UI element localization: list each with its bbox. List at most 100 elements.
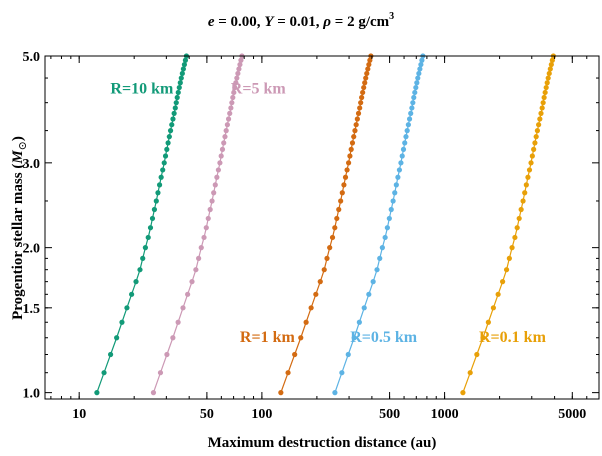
data-point bbox=[107, 351, 114, 358]
data-point bbox=[384, 225, 390, 231]
data-point bbox=[361, 84, 367, 91]
data-point bbox=[189, 279, 195, 285]
y-tick-label: 1.5 bbox=[23, 302, 41, 317]
data-point bbox=[215, 167, 221, 173]
data-point bbox=[537, 116, 543, 122]
data-point bbox=[546, 70, 552, 77]
data-point bbox=[346, 160, 352, 166]
data-point bbox=[529, 153, 535, 159]
data-point bbox=[149, 215, 156, 222]
data-point bbox=[203, 225, 209, 231]
data-point bbox=[363, 75, 369, 81]
x-tick-label: 5000 bbox=[558, 407, 586, 422]
y-tick-label: 1.0 bbox=[23, 387, 41, 402]
y-tick-label: 3.0 bbox=[23, 157, 41, 172]
data-point bbox=[410, 100, 416, 106]
data-point bbox=[176, 84, 182, 91]
data-point bbox=[147, 225, 154, 231]
data-point bbox=[327, 245, 333, 251]
data-point bbox=[101, 370, 107, 376]
series-r-0-5-km bbox=[332, 53, 426, 396]
data-point bbox=[217, 160, 223, 166]
y-axis-label: Progentior stellar mass (M⊙) bbox=[10, 136, 29, 320]
data-point bbox=[500, 279, 506, 285]
data-point bbox=[516, 215, 522, 222]
data-point bbox=[533, 134, 539, 140]
data-point bbox=[408, 110, 414, 116]
title-rho-value: = 2 g/cm bbox=[331, 14, 390, 30]
data-point bbox=[222, 134, 228, 140]
data-point bbox=[150, 390, 157, 396]
data-point bbox=[411, 94, 417, 101]
data-point bbox=[228, 105, 234, 111]
data-point bbox=[543, 84, 549, 91]
data-point bbox=[227, 110, 233, 116]
data-point bbox=[503, 267, 510, 273]
y-tick-label: 5.0 bbox=[23, 50, 41, 65]
data-point bbox=[353, 122, 359, 128]
data-point bbox=[395, 174, 401, 180]
x-tick-label: 500 bbox=[379, 407, 400, 422]
data-point bbox=[344, 167, 350, 173]
data-point bbox=[233, 80, 239, 86]
data-point bbox=[549, 57, 555, 63]
data-point bbox=[359, 94, 365, 101]
data-point bbox=[212, 182, 218, 188]
y-axis-label-sun-symbol: ⊙ bbox=[17, 141, 29, 150]
data-point bbox=[151, 206, 158, 213]
title-rho-symbol: ρ bbox=[322, 14, 331, 30]
data-point bbox=[178, 75, 184, 81]
data-point bbox=[361, 305, 367, 311]
data-point bbox=[548, 61, 554, 68]
data-point bbox=[474, 351, 480, 358]
series-r-10-km bbox=[94, 53, 190, 396]
title-rho-exponent: 3 bbox=[389, 11, 394, 22]
series-label-r-0-5-km: R=0.5 km bbox=[350, 329, 418, 346]
data-point bbox=[545, 75, 551, 81]
data-point bbox=[357, 105, 363, 111]
data-point bbox=[225, 116, 232, 122]
data-point bbox=[133, 279, 139, 285]
data-point bbox=[230, 94, 236, 101]
data-point bbox=[379, 245, 385, 251]
data-point bbox=[175, 89, 181, 96]
series-line-r-5-km bbox=[152, 55, 243, 393]
series-r-1-km bbox=[278, 53, 374, 396]
data-point bbox=[155, 190, 161, 196]
data-point bbox=[338, 198, 344, 204]
data-point bbox=[534, 128, 541, 134]
title-e-value: = 0.00, bbox=[215, 14, 265, 30]
data-point bbox=[540, 100, 546, 106]
data-point bbox=[94, 390, 100, 396]
data-point bbox=[171, 110, 177, 116]
data-point bbox=[232, 84, 238, 91]
data-point bbox=[156, 182, 163, 188]
data-point bbox=[418, 61, 424, 68]
chart-title: e = 0.00, Y = 0.01, ρ = 2 g/cm3 bbox=[208, 11, 394, 30]
data-point bbox=[358, 100, 364, 106]
data-point bbox=[179, 70, 185, 77]
y-tick-label: 2.0 bbox=[23, 242, 41, 257]
data-point bbox=[416, 70, 422, 77]
data-point bbox=[145, 234, 151, 241]
data-point bbox=[396, 167, 403, 173]
data-point bbox=[170, 116, 176, 122]
data-point bbox=[114, 335, 120, 341]
data-point bbox=[536, 122, 542, 128]
data-point bbox=[531, 146, 537, 152]
data-point bbox=[158, 174, 164, 180]
data-point bbox=[221, 140, 227, 146]
ticks-layer bbox=[45, 55, 600, 399]
data-point bbox=[345, 351, 351, 358]
data-point bbox=[467, 370, 473, 376]
data-point bbox=[169, 122, 175, 128]
data-point bbox=[352, 128, 358, 134]
data-point bbox=[406, 116, 413, 122]
data-point bbox=[367, 57, 373, 63]
data-point bbox=[528, 160, 534, 166]
series-label-r-5-km: R=5 km bbox=[231, 81, 287, 98]
title-e-symbol: e bbox=[208, 14, 215, 30]
data-point bbox=[332, 225, 338, 231]
data-point bbox=[196, 255, 202, 261]
data-point bbox=[137, 267, 143, 273]
